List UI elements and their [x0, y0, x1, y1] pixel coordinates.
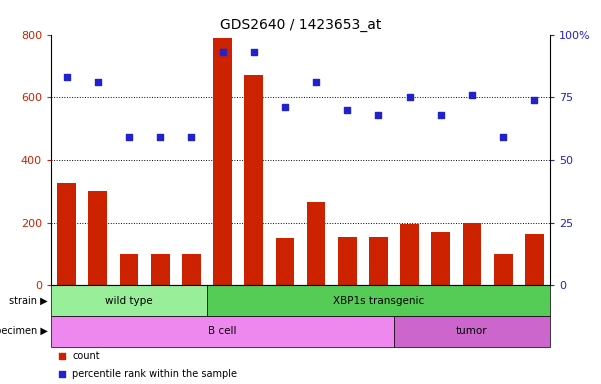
- Bar: [51, 285, 207, 316]
- Point: [280, 104, 290, 110]
- Text: B cell: B cell: [209, 326, 237, 336]
- Bar: [400, 224, 419, 285]
- Point: [343, 107, 352, 113]
- Bar: [463, 223, 481, 285]
- Bar: [432, 232, 450, 285]
- Bar: [494, 254, 513, 285]
- Text: specimen ▶: specimen ▶: [0, 326, 48, 336]
- Point: [218, 49, 227, 55]
- Bar: [307, 202, 326, 285]
- Bar: [245, 75, 263, 285]
- Bar: [182, 254, 201, 285]
- Point: [156, 134, 165, 141]
- Point: [374, 112, 383, 118]
- Point: [405, 94, 415, 100]
- Bar: [151, 254, 169, 285]
- Bar: [57, 184, 76, 285]
- Bar: [207, 285, 550, 316]
- Bar: [525, 233, 544, 285]
- Point: [186, 134, 196, 141]
- Point: [62, 74, 72, 80]
- Point: [311, 79, 321, 85]
- Point: [93, 79, 103, 85]
- Point: [124, 134, 134, 141]
- Bar: [338, 237, 356, 285]
- Text: percentile rank within the sample: percentile rank within the sample: [72, 369, 237, 379]
- Point: [249, 49, 258, 55]
- Bar: [120, 254, 138, 285]
- Text: XBP1s transgenic: XBP1s transgenic: [333, 296, 424, 306]
- Title: GDS2640 / 1423653_at: GDS2640 / 1423653_at: [220, 18, 381, 32]
- Bar: [369, 237, 388, 285]
- Point: [436, 112, 445, 118]
- Bar: [88, 191, 107, 285]
- Text: count: count: [72, 351, 100, 361]
- Bar: [276, 238, 294, 285]
- Bar: [51, 316, 394, 347]
- Bar: [394, 316, 550, 347]
- Point: [57, 353, 67, 359]
- Text: strain ▶: strain ▶: [10, 296, 48, 306]
- Text: wild type: wild type: [105, 296, 153, 306]
- Point: [498, 134, 508, 141]
- Text: tumor: tumor: [456, 326, 488, 336]
- Point: [57, 371, 67, 377]
- Point: [467, 92, 477, 98]
- Point: [529, 97, 539, 103]
- Bar: [213, 38, 232, 285]
